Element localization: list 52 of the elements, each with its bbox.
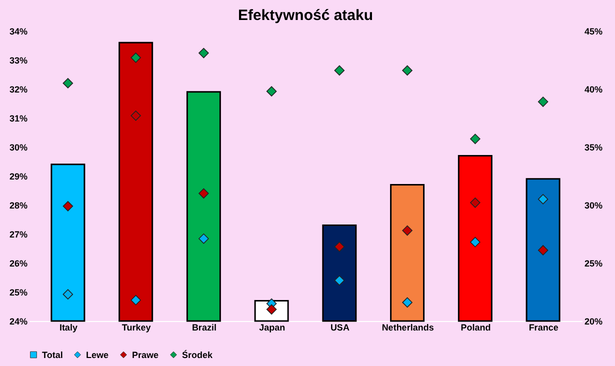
y-tick-label: 28% bbox=[9, 200, 28, 210]
point bbox=[402, 65, 412, 76]
y2-tick-label: 45% bbox=[584, 26, 603, 36]
point bbox=[62, 289, 74, 300]
point bbox=[402, 297, 412, 308]
point bbox=[130, 110, 141, 121]
y2-tick-label: 30% bbox=[584, 200, 603, 210]
chart-title: Efektywność ataku bbox=[238, 7, 374, 24]
point bbox=[62, 78, 74, 88]
y-tick-label: 34% bbox=[9, 26, 28, 36]
point bbox=[538, 245, 548, 256]
point bbox=[198, 233, 209, 244]
x-tick-label: France bbox=[528, 322, 558, 332]
x-tick-label: Turkey bbox=[122, 322, 151, 332]
y2-tick-label: 40% bbox=[584, 84, 603, 94]
point bbox=[470, 134, 480, 144]
y-tick-label: 26% bbox=[9, 258, 28, 268]
legend-label: Total bbox=[42, 350, 63, 360]
legend-label: Prawe bbox=[132, 350, 159, 360]
point bbox=[130, 294, 141, 306]
point bbox=[538, 96, 548, 107]
y-tick-label: 25% bbox=[9, 288, 28, 298]
point bbox=[198, 188, 209, 199]
point bbox=[334, 275, 345, 286]
y-tick-label: 32% bbox=[9, 84, 28, 94]
point bbox=[470, 198, 480, 208]
y2-tick-label: 25% bbox=[584, 258, 603, 268]
point bbox=[402, 225, 412, 236]
y-tick-label: 31% bbox=[9, 114, 28, 124]
x-tick-label: USA bbox=[330, 322, 350, 332]
x-tick-label: Brazil bbox=[192, 322, 216, 332]
x-tick-label: Netherlands bbox=[382, 322, 434, 332]
point bbox=[334, 65, 345, 76]
y-tick-label: 30% bbox=[9, 142, 28, 152]
legend-label: Lewe bbox=[86, 350, 109, 360]
x-tick-label: Italy bbox=[59, 322, 78, 332]
x-tick-label: Poland bbox=[460, 322, 491, 332]
point bbox=[334, 242, 345, 252]
x-tick-label: Japan bbox=[259, 322, 286, 332]
y-tick-label: 29% bbox=[9, 172, 28, 182]
point bbox=[130, 52, 141, 63]
point bbox=[62, 201, 74, 212]
y-tick-label: 24% bbox=[9, 316, 28, 326]
point bbox=[470, 236, 480, 248]
legend-label: Środek bbox=[182, 350, 214, 360]
point bbox=[266, 86, 277, 96]
y-tick-label: 33% bbox=[9, 56, 28, 66]
y-tick-label: 27% bbox=[9, 230, 28, 240]
point bbox=[538, 194, 548, 204]
y2-tick-label: 35% bbox=[584, 142, 603, 152]
point bbox=[198, 48, 209, 58]
y2-tick-label: 20% bbox=[584, 316, 603, 326]
